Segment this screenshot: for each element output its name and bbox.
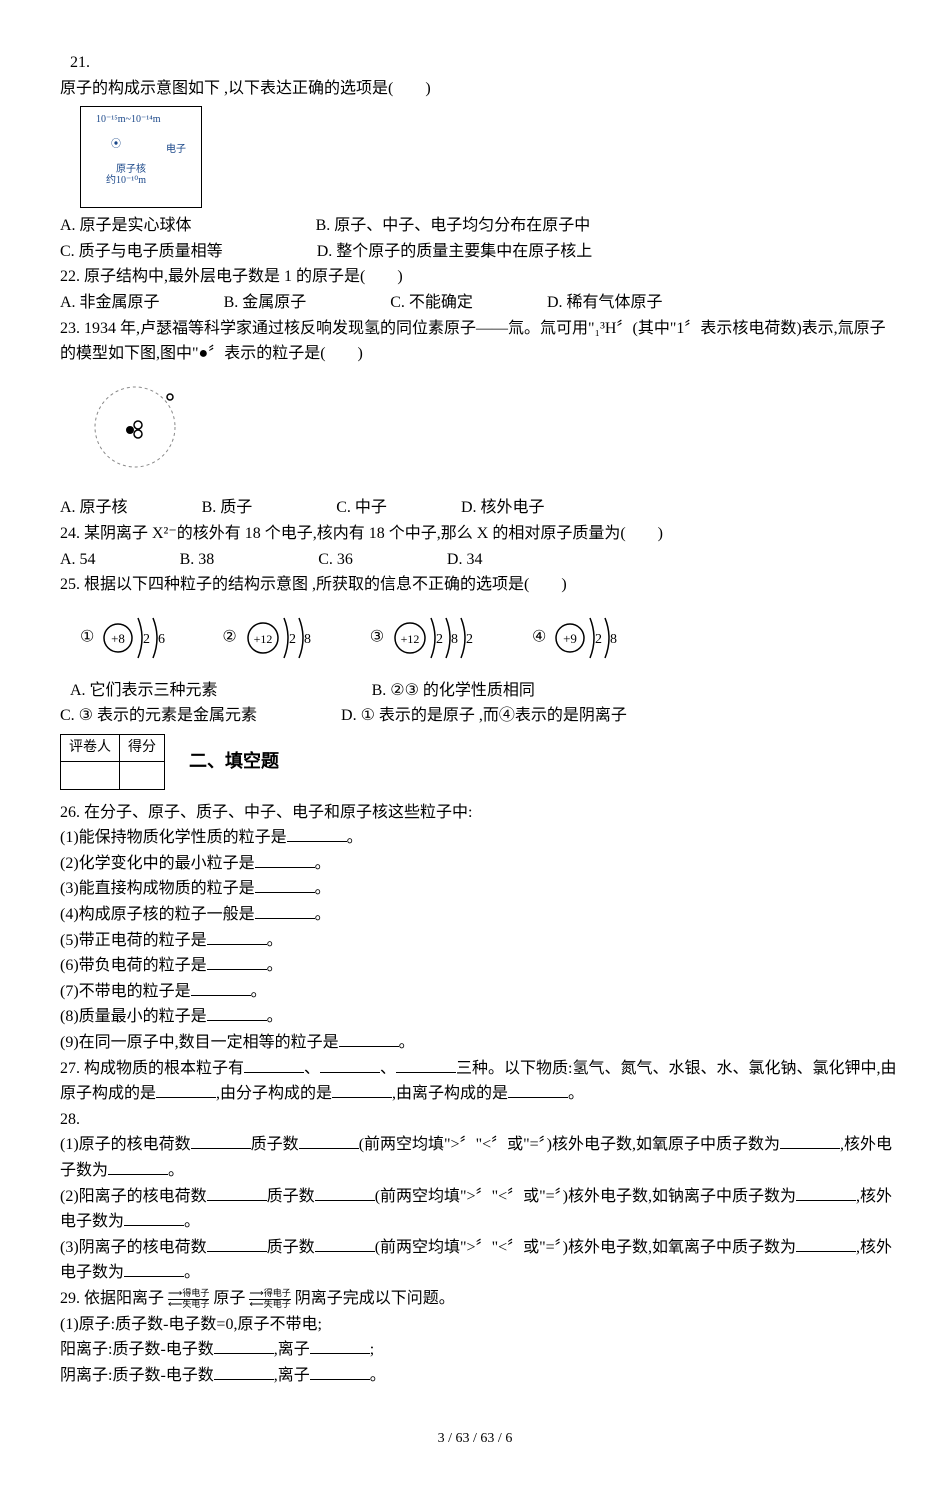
score-header: 得分 [120, 734, 165, 761]
q26-item-9: (9)在同一原子中,数目一定相等的粒子是。 [60, 1030, 900, 1056]
q26-item-3: (3)能直接构成物质的粒子是。 [60, 876, 900, 902]
page-footer: 3 / 63 / 63 / 6 [50, 1428, 900, 1450]
q29-item-3: 阴离子:质子数-电子数,离子。 [60, 1363, 900, 1389]
section2-header: 评卷人 得分 二、填空题 [50, 734, 900, 790]
q23-option-c: C. 中子 [336, 495, 387, 521]
q21-option-b: B. 原子、中子、电子均匀分布在原子中 [316, 213, 591, 239]
q22-option-d: D. 稀有气体原子 [547, 290, 663, 316]
q26-item-7: (7)不带电的粒子是。 [60, 979, 900, 1005]
scorer-cell [61, 762, 120, 789]
svg-text:+12: +12 [401, 632, 420, 646]
q21-option-d: D. 整个原子的质量主要集中在原子核上 [317, 239, 593, 265]
q25-structure-1: ① +8 2 6 [80, 608, 178, 668]
q24-options: A. 54 B. 38 C. 36 D. 34 [60, 547, 900, 573]
q26-item-8: (8)质量最小的粒子是。 [60, 1004, 900, 1030]
svg-text:2: 2 [595, 632, 602, 647]
q26-item-1: (1)能保持物质化学性质的粒子是。 [60, 825, 900, 851]
diagram-electron-label: 电子 [166, 142, 186, 158]
q25-option-a: A. 它们表示三种元素 [70, 678, 218, 704]
section2-title: 二、填空题 [189, 747, 279, 776]
q25-option-c: C. ③ 表示的元素是金属元素 [60, 703, 257, 729]
q26-item-5: (5)带正电荷的粒子是。 [60, 928, 900, 954]
scorer-header: 评卷人 [61, 734, 120, 761]
q23-text: 23. 1934 年,卢瑟福等科学家通过核反响发现氢的同位素原子——氚。氚可用"… [60, 316, 900, 367]
q24-option-d: D. 34 [447, 547, 483, 573]
q26-item-2: (2)化学变化中的最小粒子是。 [60, 851, 900, 877]
score-cell [120, 762, 165, 789]
q26-text: 26. 在分子、原子、质子、中子、电子和原子核这些粒子中: [60, 800, 900, 826]
q24-option-b: B. 38 [180, 547, 215, 573]
q29-item-1: (1)原子:质子数-电子数=0,原子不带电; [60, 1312, 900, 1338]
q21-option-c: C. 质子与电子质量相等 [60, 239, 223, 265]
q28-item-1: (1)原子的核电荷数质子数(前两空均填">〞"<〞或"=〞)核外电子数,如氧原子… [60, 1132, 900, 1183]
q25-option-b: B. ②③ 的化学性质相同 [372, 678, 535, 704]
q26-item-4: (4)构成原子核的粒子一般是。 [60, 902, 900, 928]
arrow-diagram-1: ⟶得电子 ⟵失电子 [168, 1289, 209, 1310]
q23-options: A. 原子核 B. 质子 C. 中子 D. 核外电子 [60, 495, 900, 521]
q22-text: 22. 原子结构中,最外层电子数是 1 的原子是( ) [60, 264, 900, 290]
q21-diagram: 10⁻¹⁵m~10⁻¹⁴m ⦿ 电子 原子核 约10⁻¹⁰m [80, 106, 202, 208]
q25-structure-2: ② +12 2 8 [222, 608, 325, 668]
q22-option-b: B. 金属原子 [224, 290, 307, 316]
arrow-diagram-2: ⟶得电子 ⟵失电子 [249, 1289, 290, 1310]
q23-text-part1: 23. 1934 年,卢瑟福等科学家通过核反响发现氢的同位素原子——氚。氚可用" [60, 320, 595, 337]
q21-option-a: A. 原子是实心球体 [60, 213, 192, 239]
q22-option-c: C. 不能确定 [390, 290, 473, 316]
q21-number: 21. [70, 50, 900, 76]
q24-option-a: A. 54 [60, 547, 96, 573]
q22-option-a: A. 非金属原子 [60, 290, 160, 316]
diagram-top-label: 10⁻¹⁵m~10⁻¹⁴m [96, 112, 161, 128]
svg-text:6: 6 [158, 632, 165, 647]
score-table: 评卷人 得分 [60, 734, 165, 790]
core-1: +8 [111, 631, 125, 646]
q27-text: 27. 构成物质的根本粒子有、、三种。以下物质:氢气、氮气、水银、水、氯化钠、氯… [60, 1056, 900, 1107]
q25-structure-4: ④ +9 2 8 [532, 608, 635, 668]
q29-item-2: 阳离子:质子数-电子数,离子; [60, 1337, 900, 1363]
q21-options-row1: A. 原子是实心球体 B. 原子、中子、电子均匀分布在原子中 [60, 213, 900, 239]
q25-structure-3: ③ +12 2 8 2 [370, 608, 488, 668]
q24-text: 24. 某阴离子 X²⁻的核外有 18 个电子,核内有 18 个中子,那么 X … [60, 521, 900, 547]
q23-option-b: B. 质子 [202, 495, 253, 521]
q21-text: 原子的构成示意图如下 ,以下表达正确的选项是( ) [60, 76, 900, 102]
q28-item-3: (3)阴离子的核电荷数质子数(前两空均填">〞"<〞或"=〞)核外电子数,如氧离… [60, 1235, 900, 1286]
svg-text:2: 2 [143, 632, 150, 647]
q23-diagram [80, 377, 200, 486]
svg-text:+12: +12 [253, 632, 272, 646]
q25-structures: ① +8 2 6 ② +12 2 8 ③ +12 2 8 [80, 608, 900, 668]
q22-options: A. 非金属原子 B. 金属原子 C. 不能确定 D. 稀有气体原子 [60, 290, 900, 316]
q24-option-c: C. 36 [318, 547, 353, 573]
svg-text:2: 2 [466, 632, 473, 647]
q21-options-row2: C. 质子与电子质量相等 D. 整个原子的质量主要集中在原子核上 [60, 239, 900, 265]
q25-options-row1: A. 它们表示三种元素 B. ②③ 的化学性质相同 [60, 678, 900, 704]
svg-text:8: 8 [610, 632, 617, 647]
svg-text:2: 2 [289, 632, 296, 647]
q23-option-a: A. 原子核 [60, 495, 128, 521]
q23-option-d: D. 核外电子 [461, 495, 545, 521]
q25-option-d: D. ① 表示的是原子 ,而④表示的是阴离子 [341, 703, 627, 729]
svg-text:+9: +9 [563, 631, 577, 646]
q28-item-2: (2)阳离子的核电荷数质子数(前两空均填">〞"<〞或"=〞)核外电子数,如钠离… [60, 1184, 900, 1235]
svg-text:8: 8 [304, 632, 311, 647]
diagram-atom-icon: ⦿ [111, 137, 121, 153]
q25-options-row2: C. ③ 表示的元素是金属元素 D. ① 表示的是原子 ,而④表示的是阴离子 [60, 703, 900, 729]
svg-text:2: 2 [436, 632, 443, 647]
diagram-bottom-label: 约10⁻¹⁰m [106, 173, 146, 189]
q29-text: 29. 依据阳离子 ⟶得电子 ⟵失电子 原子 ⟶得电子 ⟵失电子 阴离子完成以下… [60, 1286, 900, 1312]
q26-item-6: (6)带负电荷的粒子是。 [60, 953, 900, 979]
q25-text: 25. 根据以下四种粒子的结构示意图 ,所获取的信息不正确的选项是( ) [60, 572, 900, 598]
q23-formula: ₁³H [595, 320, 617, 337]
svg-text:8: 8 [451, 632, 458, 647]
q28-number: 28. [60, 1107, 900, 1133]
